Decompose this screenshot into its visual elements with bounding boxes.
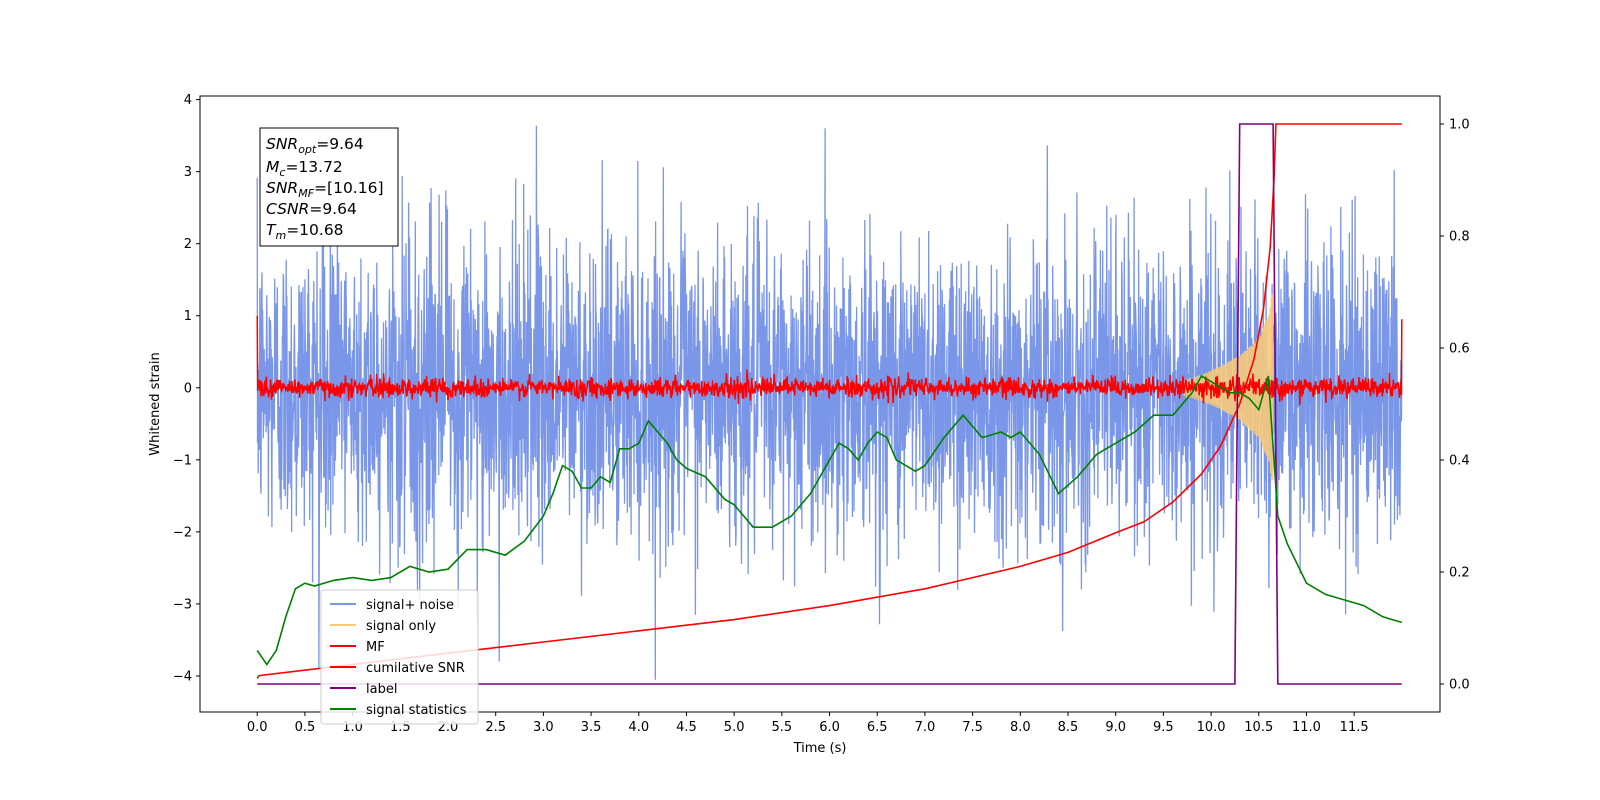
info-snr-mf: SNRMF=[10.16] [266, 179, 384, 200]
x-tick-label: 0.5 [295, 720, 316, 735]
y-tick-label: 3 [184, 165, 192, 180]
x-tick-label: 8.0 [1010, 720, 1031, 735]
legend-frame [320, 589, 479, 725]
info-snr-opt: SNRopt=9.64 [266, 135, 364, 156]
x-axis-label: Time (s) [793, 741, 847, 756]
y2-tick-label: 0.0 [1449, 678, 1470, 693]
series-cumulative-snr [256, 123, 1402, 679]
x-tick-label: 3.5 [581, 720, 602, 735]
legend-label-mf: MF [366, 640, 385, 655]
legend-label-label: label [366, 682, 397, 697]
x-tick-label: 10.5 [1244, 720, 1273, 735]
legend-label-signal-statistics: signal statistics [366, 703, 467, 718]
series-signal-statistics [256, 374, 1403, 666]
y-axis-label: Whitened strain [148, 352, 163, 455]
y-tick-label: −1 [173, 453, 192, 468]
x-tick-label: 5.0 [724, 720, 745, 735]
legend: signal+ noise signal only MF cumilative … [320, 589, 479, 725]
axes: 0.0 0.5 1.0 1.5 2.0 2.5 3.0 3.5 4.0 4.5 5.0 5.5 6.0 6… [173, 93, 1470, 735]
y-tick-label: −4 [173, 669, 192, 684]
y-tick-label: 4 [184, 93, 192, 108]
x-tick-label: 0.0 [247, 720, 268, 735]
y2-tick-label: 0.4 [1449, 454, 1470, 469]
x-tick-label: 9.0 [1105, 720, 1126, 735]
legend-label-signal-only: signal only [366, 619, 436, 634]
series-label [257, 123, 1402, 685]
x-tick-label: 6.0 [819, 720, 840, 735]
plot-area [256, 123, 1403, 685]
info-mc: Mc=13.72 [266, 158, 343, 179]
info-tm: Tm=10.68 [266, 221, 344, 242]
x-tick-label: 4.5 [676, 720, 697, 735]
series-mf [256, 315, 1403, 406]
y-tick-label: −3 [173, 597, 192, 612]
x-tick-label: 11.5 [1340, 720, 1369, 735]
legend-label-signal-noise: signal+ noise [366, 598, 454, 613]
y2-tick-label: 0.8 [1449, 230, 1470, 245]
y2-tick-label: 0.2 [1449, 566, 1470, 581]
x-tick-label: 2.5 [485, 720, 506, 735]
info-box-frame [259, 127, 399, 247]
y-tick-label: 2 [184, 237, 192, 252]
x-tick-label: 3.0 [533, 720, 554, 735]
x-tick-label: 6.5 [867, 720, 888, 735]
x-tick-label: 7.0 [915, 720, 936, 735]
x-tick-label: 9.5 [1153, 720, 1174, 735]
x-tick-label: 8.5 [1058, 720, 1079, 735]
x-tick-label: 4.0 [628, 720, 649, 735]
y-tick-label: −2 [173, 525, 192, 540]
info-box: SNRopt=9.64 Mc=13.72 SNRMF=[10.16] CSNR=… [259, 127, 399, 247]
axes-frame [199, 95, 1441, 713]
legend-label-cumulative-snr: cumilative SNR [366, 661, 465, 676]
x-tick-label: 11.0 [1292, 720, 1321, 735]
x-tick-label: 10.0 [1197, 720, 1226, 735]
y2-tick-label: 0.6 [1449, 342, 1470, 357]
x-tick-label: 5.5 [772, 720, 793, 735]
x-tick-label: 7.5 [962, 720, 983, 735]
y-tick-label: 0 [184, 381, 192, 396]
info-csnr: CSNR=9.64 [266, 200, 357, 218]
y-tick-label: 1 [184, 309, 192, 324]
y2-tick-label: 1.0 [1449, 118, 1470, 133]
